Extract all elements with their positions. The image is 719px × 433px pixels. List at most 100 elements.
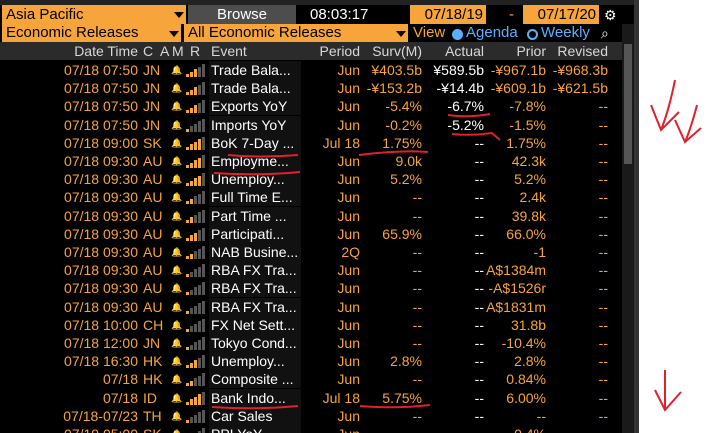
row-event[interactable]: FX Net Sett...	[209, 315, 301, 334]
row-actual: --	[474, 335, 484, 351]
col-period[interactable]: Period	[319, 43, 360, 59]
row-event[interactable]: RBA FX Tra...	[209, 261, 301, 280]
row-revised: --	[598, 316, 608, 333]
bell-icon[interactable]: 🔔	[171, 65, 183, 75]
bell-icon[interactable]: 🔔	[171, 301, 183, 312]
table-row[interactable]: 07/18 09:30 AU 🔔 Employme... Jun 9.0k -- 42.3k -…	[0, 152, 634, 170]
scrollbar-thumb[interactable]	[624, 44, 632, 164]
bell-icon[interactable]: 🔔	[171, 83, 183, 94]
relevance-bar	[198, 339, 201, 350]
row-event[interactable]: Composite ...	[209, 370, 301, 389]
table-row[interactable]: 07/18 09:00 SK 🔔 BoK 7-Day ... Jul 18 1.75% --…	[0, 133, 634, 152]
row-event[interactable]: Car Sales	[209, 406, 301, 425]
table-row[interactable]: 07/18 12:00 JN 🔔 Tokyo Cond... Jun -- -- -10.4%…	[0, 334, 634, 352]
row-event[interactable]: RBA FX Tra...	[209, 297, 301, 316]
table-row[interactable]: 07/18 07:50 JN 🔔 Trade Bala... Jun ¥403.5b ¥58…	[0, 61, 634, 79]
table-row[interactable]: 07/18 09:30 AU 🔔 RBA FX Tra... Jun -- -- -A$152…	[0, 279, 634, 298]
bell-icon[interactable]: 🔔	[171, 374, 183, 385]
chevron-down-icon[interactable]	[171, 5, 186, 24]
bell-icon[interactable]: 🔔	[171, 119, 183, 130]
bell-icon[interactable]: 🔔	[171, 156, 183, 166]
date-from-input[interactable]: 07/18/19	[410, 5, 486, 24]
row-event[interactable]: PPI YoY	[209, 425, 301, 433]
bell-icon[interactable]: 🔔	[171, 137, 183, 148]
bell-icon[interactable]: 🔔	[171, 228, 183, 239]
col-actual[interactable]: Actual	[445, 43, 484, 59]
col-event[interactable]: Event	[211, 43, 247, 59]
row-event[interactable]: Full Time E...	[209, 188, 301, 207]
row-datetime: 07/18	[102, 389, 138, 406]
table-row[interactable]: 07/18 16:30 HK 🔔 Unemploy... Jun 2.8% -- 2.8% --	[0, 352, 634, 371]
bell-icon[interactable]: 🔔	[171, 101, 183, 112]
region-select[interactable]: Asia Pacific	[2, 5, 171, 24]
row-event[interactable]: RBA FX Tra...	[209, 279, 301, 298]
col-datetime[interactable]: Date Time	[74, 43, 138, 59]
weekly-label[interactable]: Weekly	[541, 24, 590, 41]
release-type-select[interactable]: Economic Releases	[2, 24, 166, 42]
col-market[interactable]: M	[172, 43, 184, 59]
agenda-radio[interactable]	[452, 29, 463, 40]
bell-icon[interactable]: 🔔	[171, 319, 183, 330]
row-event[interactable]: Unemploy...	[209, 170, 301, 189]
row-event[interactable]: Trade Bala...	[209, 61, 301, 79]
settings-gear-icon[interactable]: ⚙	[604, 7, 617, 23]
browse-button[interactable]: Browse	[188, 5, 296, 24]
bell-icon[interactable]: 🔔	[171, 174, 183, 185]
bell-icon[interactable]: 🔔	[171, 410, 183, 421]
row-event[interactable]: NAB Busine...	[209, 243, 301, 261]
row-event[interactable]: Exports YoY	[209, 97, 301, 116]
search-icon[interactable]: ⌕	[601, 25, 609, 41]
table-row[interactable]: 07/18 07:50 JN 🔔 Exports YoY Jun -5.4% -6.7% -7…	[0, 97, 634, 116]
scrollbar[interactable]	[622, 24, 634, 433]
table-row[interactable]: 07/18 09:30 AU 🔔 Unemploy... Jun 5.2% -- 5.2% --	[0, 170, 634, 189]
row-event[interactable]: Bank Indo...	[209, 388, 301, 407]
row-event[interactable]: BoK 7-Day ...	[209, 133, 301, 152]
table-row[interactable]: 07/18 09:30 AU 🔔 RBA FX Tra... Jun -- -- A$1384…	[0, 261, 634, 280]
table-row[interactable]: 07/18 ID 🔔 Bank Indo... Jul 18 5.75% -- 6.00% --	[0, 388, 634, 407]
table-row[interactable]: 07/18 10:00 CH 🔔 FX Net Sett... Jun -- -- 31.8b…	[0, 315, 634, 334]
table-row[interactable]: 07/18 07:50 JN 🔔 Imports YoY Jun -0.2% -5.2% -1…	[0, 115, 634, 134]
col-alert[interactable]: A	[160, 43, 170, 59]
chevron-down-icon[interactable]	[166, 24, 181, 42]
col-prior[interactable]: Prior	[516, 43, 546, 59]
relevance-bars-icon	[186, 355, 206, 369]
date-to-input[interactable]: 07/17/20	[523, 5, 599, 24]
col-survey[interactable]: Surv(M)	[372, 43, 422, 59]
table-row[interactable]: 07/18 09:30 AU 🔔 NAB Busine... 2Q -- -- -1 --	[0, 243, 634, 261]
table-row[interactable]: 07/18 07:50 JN 🔔 Trade Bala... Jun -¥153.2b -¥…	[0, 79, 634, 98]
table-row[interactable]: 07/18 09:30 AU 🔔 Part Time ... Jun -- -- 39.8k -…	[0, 206, 634, 225]
relevance-bar	[190, 362, 193, 369]
bell-icon[interactable]: 🔔	[171, 283, 183, 294]
row-event[interactable]: Employme...	[209, 152, 301, 170]
row-period: Jun	[337, 153, 360, 169]
bell-icon[interactable]: 🔔	[171, 247, 183, 257]
agenda-label[interactable]: Agenda	[466, 24, 518, 41]
col-revised[interactable]: Revised	[557, 43, 608, 59]
row-event[interactable]: Participati...	[209, 224, 301, 243]
row-event[interactable]: Tokyo Cond...	[209, 334, 301, 352]
release-filter-select[interactable]: All Economic Releases	[184, 24, 393, 42]
bell-icon[interactable]: 🔔	[171, 192, 183, 203]
row-event[interactable]: Imports YoY	[209, 115, 301, 134]
row-event[interactable]: Trade Bala...	[209, 79, 301, 98]
table-row[interactable]: 07/18 HK 🔔 Composite ... Jun -- -- 0.84% --	[0, 370, 634, 389]
col-relevance[interactable]: R	[190, 43, 201, 59]
table-row[interactable]: 07/18 09:30 AU 🔔 Participati... Jun 65.9% -- 66…	[0, 224, 634, 243]
bell-icon[interactable]: 🔔	[171, 392, 183, 403]
row-event[interactable]: Part Time ...	[209, 206, 301, 225]
bell-icon[interactable]: 🔔	[171, 356, 183, 367]
bell-icon[interactable]: 🔔	[171, 425, 182, 433]
chevron-down-icon[interactable]	[393, 24, 408, 42]
table-row[interactable]: 07/18 09:30 AU 🔔 Full Time E... Jun -- -- 2.4k -…	[0, 188, 634, 207]
table-row[interactable]: 07/18 09:30 AU 🔔 RBA FX Tra... Jun -- -- A$1831…	[0, 297, 634, 316]
row-period: Jun	[337, 62, 360, 78]
row-event[interactable]: Unemploy...	[209, 352, 301, 371]
table-row[interactable]: 07/18-07/23 TH 🔔 Car Sales Jun -- -- -- --	[0, 406, 634, 425]
bell-icon[interactable]: 🔔	[171, 210, 183, 221]
weekly-radio[interactable]	[527, 29, 538, 40]
col-country[interactable]: C	[143, 43, 154, 59]
bell-icon[interactable]: 🔔	[171, 265, 183, 276]
bell-icon[interactable]: 🔔	[171, 338, 183, 348]
relevance-bar	[202, 173, 205, 187]
